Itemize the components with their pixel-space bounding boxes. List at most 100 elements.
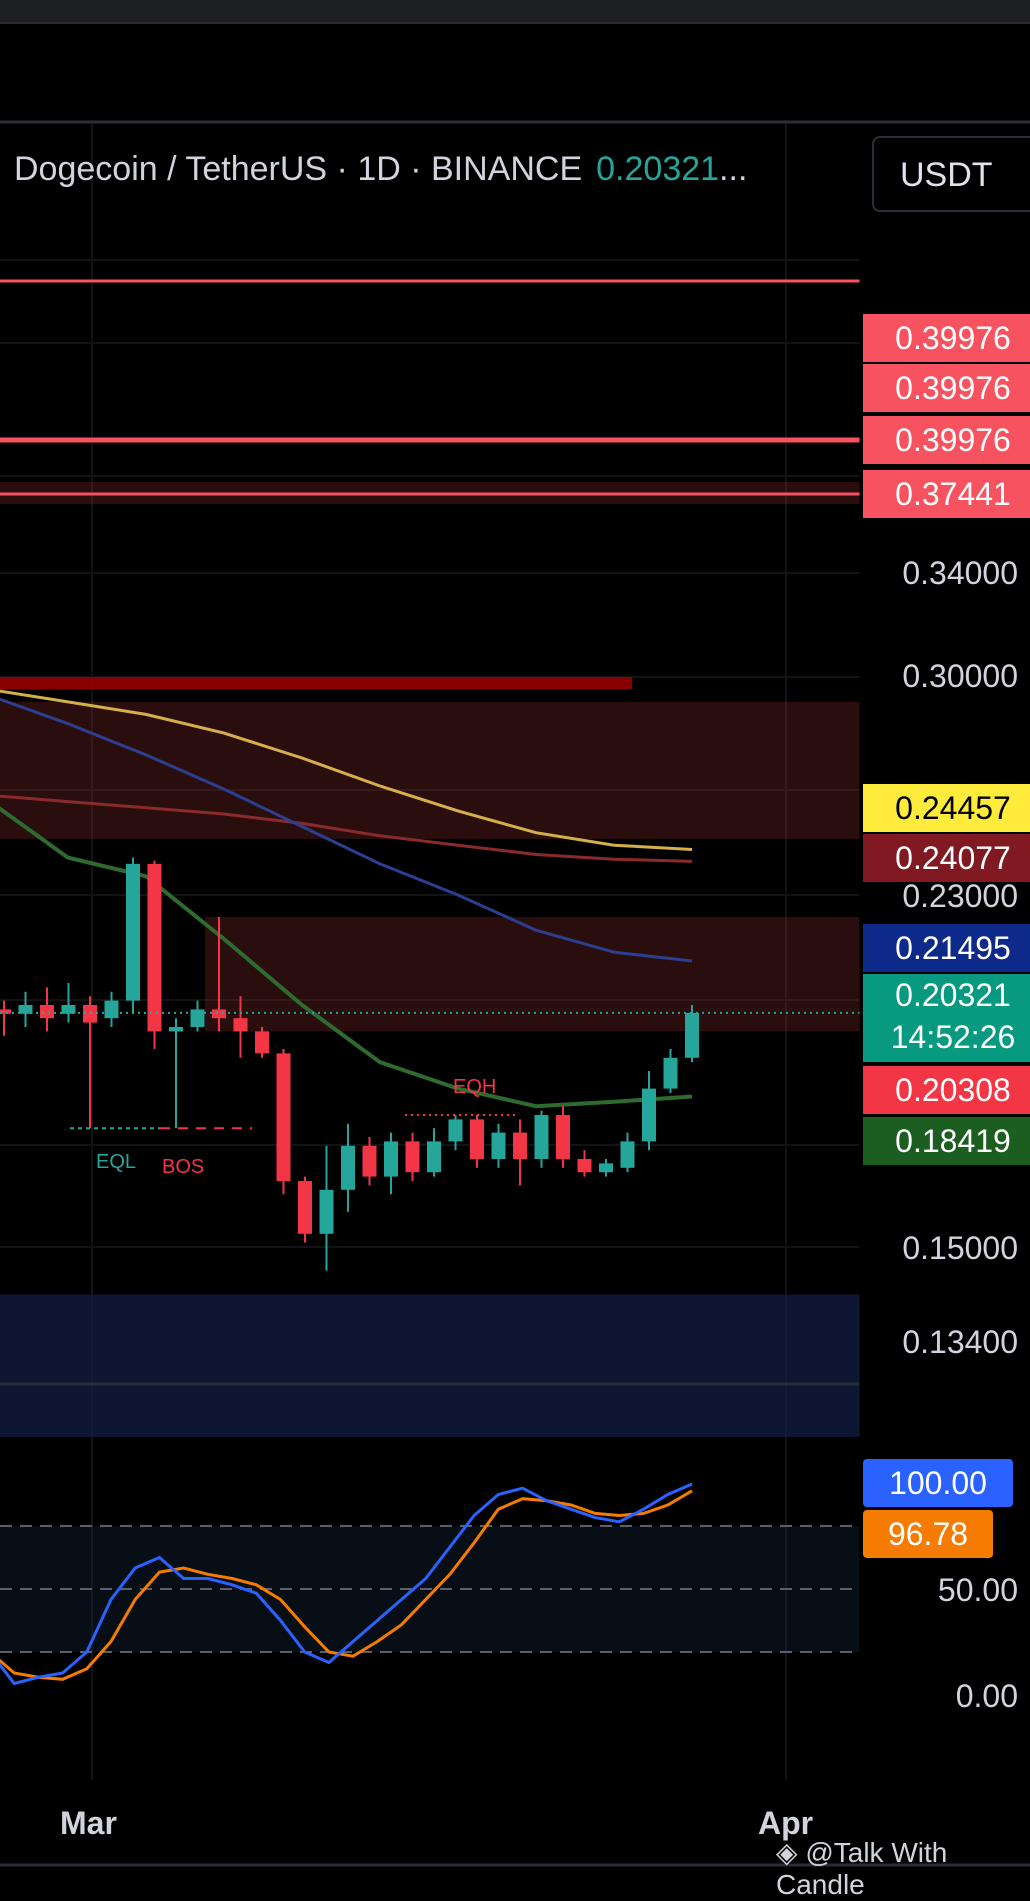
currency-button[interactable]: USDT bbox=[872, 136, 1030, 212]
zone-rect bbox=[0, 677, 632, 690]
stoch-k-badge: 100.00 bbox=[863, 1459, 1013, 1507]
candle-body bbox=[405, 1141, 420, 1173]
symbol-title[interactable]: Dogecoin / TetherUS · 1D · BINANCE 0.2032… bbox=[14, 150, 747, 189]
zone-rect bbox=[0, 701, 860, 839]
last-price-value: 0.20321 bbox=[895, 977, 1011, 1013]
candle-body bbox=[470, 1119, 484, 1159]
candle-body bbox=[341, 1145, 355, 1190]
oscillator-layer bbox=[0, 1482, 860, 1686]
candle bbox=[83, 996, 97, 1129]
candle bbox=[61, 983, 76, 1023]
moving-average-red bbox=[0, 794, 693, 863]
candle bbox=[298, 1176, 312, 1243]
candle bbox=[534, 1110, 549, 1168]
candle bbox=[599, 1159, 613, 1177]
candle bbox=[642, 1071, 656, 1151]
eqh-label: EQH bbox=[453, 1076, 496, 1098]
candle bbox=[448, 1115, 463, 1151]
moving-average-green bbox=[0, 806, 693, 1109]
candle-body bbox=[255, 1031, 269, 1054]
structure-layer: EQL BOS EQH bbox=[70, 1076, 515, 1178]
axis-tick: 0.23000 bbox=[902, 878, 1018, 914]
zone-rect bbox=[205, 917, 860, 1032]
candle-body bbox=[448, 1119, 463, 1142]
price-badge: 0.39976 bbox=[863, 314, 1030, 362]
diamond-icon: ◈ bbox=[776, 1837, 798, 1868]
candle-body bbox=[233, 1018, 248, 1032]
candle-body bbox=[663, 1057, 678, 1089]
time-label-mar: Mar bbox=[60, 1805, 117, 1841]
axis-tick: 0.30000 bbox=[902, 658, 1018, 694]
stoch-k-line bbox=[0, 1482, 693, 1686]
candle-body bbox=[620, 1141, 635, 1168]
price-badge: 0.39976 bbox=[863, 416, 1030, 464]
candle-body bbox=[298, 1181, 312, 1234]
ma-green-badge: 0.18419 bbox=[863, 1117, 1030, 1165]
candle bbox=[190, 1000, 205, 1032]
axis-tick: 0.13400 bbox=[902, 1324, 1018, 1360]
candle bbox=[104, 991, 119, 1027]
candle bbox=[255, 1027, 269, 1058]
price-badge: 0.37441 bbox=[863, 470, 1030, 518]
candle bbox=[147, 860, 162, 1049]
grid-layer bbox=[0, 120, 860, 1780]
candle-body bbox=[384, 1141, 398, 1177]
candle-body bbox=[362, 1145, 377, 1177]
candle bbox=[405, 1132, 420, 1181]
candle bbox=[384, 1132, 398, 1195]
candle bbox=[491, 1123, 506, 1168]
osc-axis-tick: 0.00 bbox=[955, 1678, 1018, 1714]
candle bbox=[169, 1018, 183, 1129]
candle-body bbox=[61, 1005, 76, 1014]
candle bbox=[427, 1128, 441, 1177]
last-price: 0.20321 bbox=[596, 150, 720, 188]
candle-body bbox=[319, 1189, 334, 1234]
moving-average-yellow bbox=[0, 689, 693, 851]
candle-body bbox=[556, 1115, 570, 1159]
candle bbox=[0, 1000, 11, 1036]
top-bar bbox=[0, 0, 1030, 24]
candle bbox=[319, 1145, 334, 1271]
watermark: ◈ @Talk With Candle bbox=[776, 1836, 1030, 1901]
candle bbox=[362, 1137, 377, 1186]
candle-body bbox=[212, 1009, 226, 1019]
ellipsis: ... bbox=[719, 150, 748, 188]
candle bbox=[126, 857, 140, 1014]
candle bbox=[341, 1123, 355, 1212]
stoch-d-badge: 96.78 bbox=[863, 1510, 993, 1558]
time-label-apr: Apr bbox=[758, 1805, 814, 1841]
candle bbox=[40, 987, 54, 1032]
level-layer bbox=[0, 279, 860, 496]
candle bbox=[513, 1119, 527, 1186]
candle-body bbox=[577, 1159, 592, 1173]
price-badge: 0.39976 bbox=[863, 364, 1030, 412]
candle-body bbox=[427, 1141, 441, 1173]
moving-average-blue bbox=[0, 697, 693, 963]
candle bbox=[212, 917, 226, 1032]
candle-body bbox=[685, 1012, 699, 1058]
bos-label: BOS bbox=[162, 1156, 204, 1178]
candle-body bbox=[0, 1009, 11, 1014]
candle bbox=[233, 996, 248, 1058]
axis-tick: 0.15000 bbox=[902, 1230, 1018, 1266]
currency-label: USDT bbox=[900, 156, 993, 194]
candle-body bbox=[40, 1005, 54, 1019]
last-price-badge: 0.20321 14:52:26 bbox=[863, 974, 1030, 1062]
candle-body bbox=[126, 863, 140, 1001]
symbol-name: Dogecoin / TetherUS · 1D · BINANCE bbox=[14, 150, 583, 188]
moving-average-layer bbox=[0, 689, 693, 1109]
eql-label: EQL bbox=[96, 1151, 136, 1173]
stoch-d-line bbox=[0, 1489, 693, 1681]
ma-blue-badge: 0.21495 bbox=[863, 924, 1030, 972]
ma-red-badge: 0.24077 bbox=[863, 834, 1030, 882]
axis-tick: 0.34000 bbox=[902, 555, 1018, 591]
zone-rect bbox=[0, 1294, 860, 1437]
candle bbox=[470, 1115, 484, 1168]
candle-body bbox=[18, 1005, 33, 1014]
candle bbox=[685, 1005, 699, 1063]
candle bbox=[620, 1132, 635, 1173]
candle-body bbox=[491, 1132, 506, 1159]
candle-body bbox=[104, 1000, 119, 1019]
prev-close-badge: 0.20308 bbox=[863, 1066, 1030, 1114]
